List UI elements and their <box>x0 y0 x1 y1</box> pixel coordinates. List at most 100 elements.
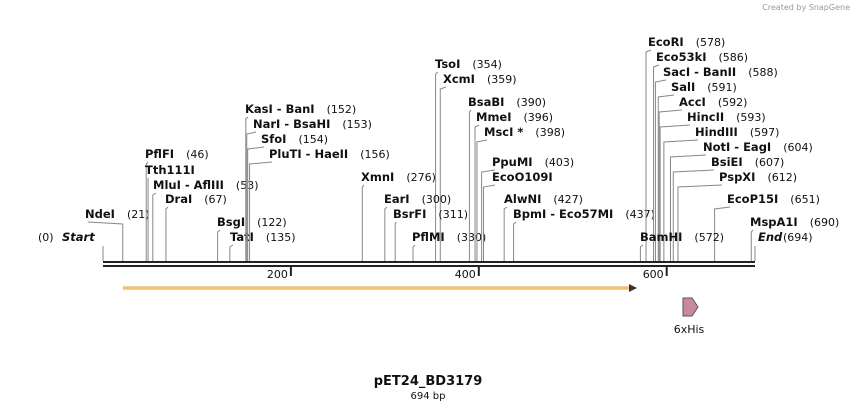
end-label: End <box>758 230 783 244</box>
site-name: KasI - BanI <box>245 102 315 116</box>
site-position: (607) <box>755 156 785 169</box>
site-position: (398) <box>535 126 565 139</box>
site-label: Tth111I <box>145 163 195 177</box>
cut-line <box>165 206 169 261</box>
cut-line <box>645 49 652 261</box>
site-name: TsoI <box>435 57 460 71</box>
site-label: PspXI (612) <box>719 170 797 184</box>
site-position: (578) <box>696 36 726 49</box>
start-label: Start <box>62 230 95 244</box>
site-label: DraI (67) <box>165 192 227 206</box>
cut-line <box>481 169 496 261</box>
site-position: (597) <box>750 126 780 139</box>
site-position: (572) <box>694 231 724 244</box>
site-label: AlwNI (427) <box>504 192 583 206</box>
site-position: (437) <box>625 208 655 221</box>
cut-line <box>669 154 707 261</box>
site-name: NarI - BsaHI <box>253 117 330 131</box>
site-name: PflMI <box>412 230 445 244</box>
cut-line <box>435 71 439 261</box>
cut-line <box>677 184 723 261</box>
site-position: (156) <box>360 148 390 161</box>
start-position: (0) <box>38 231 54 244</box>
site-name: MluI - AflIII <box>153 178 224 192</box>
site-position: (612) <box>767 171 797 184</box>
cut-line <box>672 169 715 261</box>
site-position: (135) <box>266 231 296 244</box>
site-label: BsiEI (607) <box>711 155 784 169</box>
site-position: (67) <box>204 193 227 206</box>
site-position: (46) <box>186 148 209 161</box>
scale-label: 600 <box>643 268 664 281</box>
cut-line <box>145 161 149 261</box>
cut-line <box>152 192 157 261</box>
site-position: (591) <box>707 81 737 94</box>
site-name: SalI <box>671 80 695 94</box>
site-position: (593) <box>736 111 766 124</box>
site-name: Eco53kI <box>656 50 707 64</box>
title: pET24_BD3179 <box>374 374 483 389</box>
site-name: TatI <box>230 230 254 244</box>
cut-line <box>503 206 508 261</box>
site-name: MmeI <box>476 110 512 124</box>
cut-line <box>657 94 675 261</box>
site-name: NotI - EagI <box>703 140 771 154</box>
cut-line <box>474 124 480 261</box>
site-name: SacI - BanII <box>663 65 736 79</box>
site-name: Tth111I <box>145 163 195 177</box>
site-label: NarI - BsaHI (153) <box>253 117 372 131</box>
site-name: PspXI <box>719 170 755 184</box>
site-position: (588) <box>748 66 778 79</box>
scale-label: 200 <box>267 268 288 281</box>
site-position: (154) <box>298 133 328 146</box>
site-label: EcoRI (578) <box>648 35 725 49</box>
credit: Created by SnapGene <box>762 3 850 12</box>
cut-line <box>658 109 683 261</box>
cut-line <box>229 244 234 261</box>
site-name: BpmI - Eco57MI <box>513 207 613 221</box>
site-position: (592) <box>718 96 748 109</box>
site-position: (330) <box>457 231 487 244</box>
site-position: (311) <box>438 208 468 221</box>
site-label: BsrFI (311) <box>393 207 468 221</box>
site-label: PflFI (46) <box>145 147 209 161</box>
site-label: SacI - BanII (588) <box>663 65 778 79</box>
site-label: BsgI (122) <box>217 215 287 229</box>
site-label: MscI * (398) <box>484 125 565 139</box>
site-label: AccI (592) <box>679 95 747 109</box>
site-position: (122) <box>257 216 287 229</box>
site-name: BsgI <box>217 215 245 229</box>
site-label: NdeI (21) <box>85 207 150 221</box>
site-position: (690) <box>810 216 840 229</box>
cut-line <box>247 146 265 261</box>
feature-arrow <box>682 297 699 317</box>
site-name: BsiEI <box>711 155 743 169</box>
cut-line <box>482 184 496 261</box>
site-label: EcoP15I (651) <box>727 192 820 206</box>
cut-line <box>394 221 397 261</box>
site-name: BsaBI <box>468 95 504 109</box>
site-position: (396) <box>524 111 554 124</box>
cut-line <box>87 221 124 261</box>
site-label: Eco53kI (586) <box>656 50 748 64</box>
site-name: PpuMI <box>492 155 533 169</box>
site-label: SalI (591) <box>671 80 737 94</box>
site-name: XcmI <box>443 72 475 86</box>
site-position: (300) <box>422 193 452 206</box>
site-label: EarI (300) <box>384 192 451 206</box>
site-name: DraI <box>165 192 192 206</box>
site-label: HincII (593) <box>687 110 766 124</box>
site-position: (21) <box>127 208 150 221</box>
cut-line <box>476 139 488 261</box>
site-name: EcoO109I <box>492 170 553 184</box>
site-name: NdeI <box>85 207 115 221</box>
site-label: PflMI (330) <box>412 230 486 244</box>
site-name: HindIII <box>695 125 738 139</box>
cut-line <box>714 206 731 261</box>
cut-line <box>639 244 644 261</box>
site-name: PluTI - HaeII <box>269 147 348 161</box>
site-name: AccI <box>679 95 706 109</box>
cut-line <box>654 79 667 261</box>
end-position: (694) <box>783 231 813 244</box>
